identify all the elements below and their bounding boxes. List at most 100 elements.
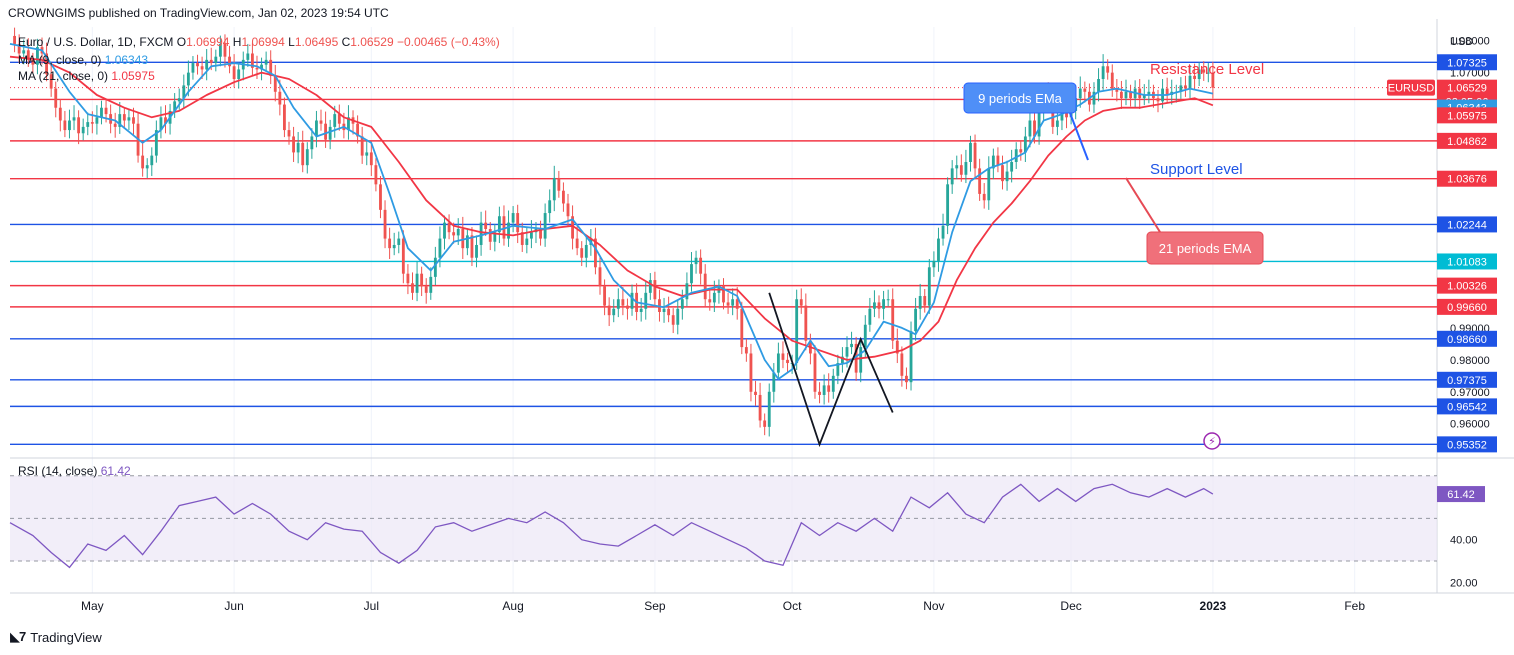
candle-body: [1211, 72, 1215, 88]
candle-body: [712, 292, 716, 303]
candle-body: [438, 238, 442, 258]
candle-body: [397, 238, 401, 245]
candle-body: [118, 114, 122, 127]
level-price-badge-text: 0.99660: [1447, 302, 1487, 314]
publisher-line: CROWNGIMS published on TradingView.com, …: [8, 6, 389, 20]
candle-body: [923, 296, 927, 306]
level-price-badge: [1437, 371, 1497, 388]
candle-body: [557, 177, 561, 191]
resistance-level-label: Resistance Level: [1150, 61, 1264, 78]
candle-body: [255, 67, 259, 70]
candle-body: [250, 53, 254, 68]
ema21-callout-pointer: [1125, 177, 1161, 233]
candle-body: [502, 216, 506, 239]
footer-brand-text: TradingView: [30, 629, 102, 645]
candle-body: [722, 286, 725, 303]
level-price-badge: [1437, 170, 1497, 187]
candle-body: [690, 264, 693, 284]
candle-body: [456, 229, 460, 236]
candle-body: [246, 53, 250, 60]
candle-body: [831, 375, 835, 392]
candle-body: [182, 85, 186, 99]
candle-body: [218, 43, 222, 57]
candle-body: [301, 142, 305, 166]
price-tick-label: 1.07000: [1450, 68, 1490, 80]
candle-body: [1028, 120, 1032, 137]
candle-body: [104, 107, 108, 115]
level-price-badge-text: 1.02244: [1447, 219, 1487, 231]
candle-body: [603, 286, 607, 306]
candle-body: [186, 72, 190, 86]
level-price-badge: [1437, 330, 1497, 347]
candle-body: [900, 353, 904, 376]
candle-body: [1037, 110, 1041, 137]
change-value: −0.00465 (−0.43%): [397, 35, 500, 49]
time-tick-label: Oct: [783, 599, 802, 613]
candle-body: [424, 286, 428, 293]
candle-body: [475, 244, 478, 258]
candle-body: [877, 302, 881, 309]
candle-body: [676, 308, 680, 325]
candle-body: [1142, 94, 1146, 99]
candle-body: [1188, 75, 1192, 89]
candle-body: [859, 347, 863, 373]
close-label: C: [342, 35, 351, 49]
candle-body: [465, 235, 469, 249]
candle-body: [882, 299, 885, 309]
rsi-legend: RSI (14, close) 61.42: [18, 464, 131, 478]
candle-body: [1156, 98, 1160, 102]
candle-body: [141, 155, 145, 169]
ema21-callout-text: 21 periods EMA: [1159, 241, 1252, 256]
candle-body: [443, 222, 446, 239]
candle-body: [754, 391, 757, 395]
candle-body: [539, 229, 542, 239]
candle-body: [415, 273, 419, 293]
candle-body: [955, 165, 959, 169]
level-price-badge: [1437, 253, 1497, 270]
symbol-badge: [1387, 79, 1435, 96]
candle-body: [447, 222, 451, 233]
candle-body: [122, 114, 126, 121]
ema9-line: [9, 43, 1214, 380]
candle-body: [799, 299, 803, 306]
candle-body: [1184, 85, 1187, 89]
candle-body: [388, 238, 392, 249]
ema21-price-badge: [1437, 107, 1497, 124]
candle-body: [260, 64, 263, 70]
candle-body: [191, 63, 195, 73]
currency-label: USD: [1450, 36, 1473, 48]
candle-body: [699, 257, 703, 274]
candle-body: [379, 184, 382, 210]
candle-body: [433, 257, 437, 277]
rsi-legend-label: RSI (14, close): [18, 464, 101, 478]
level-price-badge-text: 0.96542: [1447, 401, 1487, 413]
candle-body: [365, 152, 369, 156]
candle-body: [1014, 149, 1018, 162]
tradingview-logo-icon: ◣7: [10, 629, 26, 644]
candle-body: [484, 222, 488, 230]
candle-body: [735, 299, 739, 309]
candle-body: [744, 347, 748, 354]
candle-body: [1197, 69, 1201, 80]
candle-body: [36, 47, 39, 65]
candle-body: [205, 59, 209, 70]
candle-body: [54, 88, 58, 108]
candle-body: [283, 104, 286, 131]
ma-legend-value: 1.05975: [111, 69, 155, 83]
candle-body: [786, 359, 789, 364]
candle-body: [630, 292, 634, 309]
candle-body: [781, 353, 785, 360]
candle-body: [497, 216, 501, 233]
time-tick-label: Sep: [644, 599, 666, 613]
candle-body: [315, 120, 318, 137]
time-tick-label: Jun: [224, 599, 243, 613]
candle-body: [49, 74, 53, 89]
candle-body: [950, 168, 954, 185]
candle-body: [886, 299, 890, 301]
candle-body: [868, 308, 872, 325]
candle-body: [173, 101, 177, 111]
footer-brand[interactable]: ◣7 TradingView: [10, 629, 102, 645]
candle-body: [461, 229, 465, 249]
candle-body: [525, 238, 529, 245]
